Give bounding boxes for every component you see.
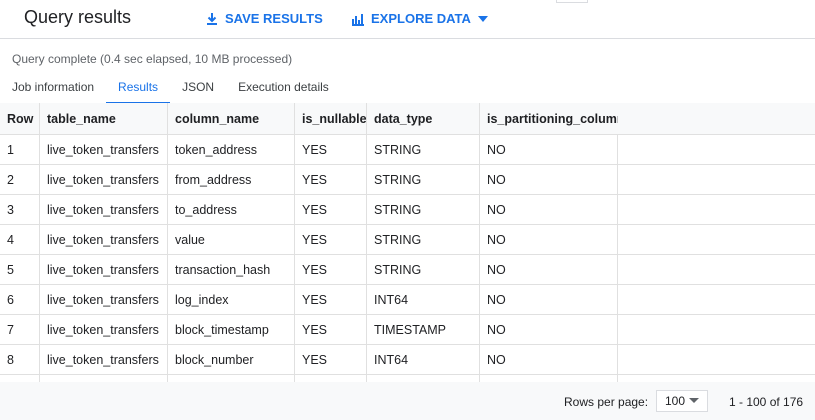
select-value: 100 [665, 394, 686, 408]
table-cell: 6 [0, 285, 40, 314]
table-cell: live_token_transfers [40, 135, 168, 164]
column-header[interactable]: data_type [367, 103, 480, 134]
divider [0, 38, 815, 39]
results-table: Row table_name column_name is_nullable data_… [0, 103, 815, 382]
table-cell: YES [295, 285, 367, 314]
tab[interactable]: JSON [182, 80, 215, 94]
table-row: 5 live_token_transfers transaction_hash YES… [0, 255, 815, 285]
table-cell: NO [480, 375, 618, 382]
table-cell: NO [480, 135, 618, 164]
column-header[interactable]: column_name [168, 103, 295, 134]
column-header[interactable]: is_nullable [295, 103, 367, 134]
rows-per-page-select[interactable]: 100 [656, 390, 708, 412]
table-cell: 8 [0, 345, 40, 374]
table-cell: from_address [168, 165, 295, 194]
table-cell: live_token_transfers [40, 195, 168, 224]
table-cell: NO [480, 345, 618, 374]
column-header[interactable]: is_partitioning_column [487, 111, 618, 126]
table-cell: live_token_transfers [40, 345, 168, 374]
table-cell: YES [295, 225, 367, 254]
tab[interactable]: Execution details [238, 80, 329, 94]
select-arrow [689, 398, 699, 403]
status-text: Query complete (0.4 sec elapsed, 10 MB p… [12, 52, 293, 66]
table-cell: TIMESTAMP [367, 315, 480, 344]
table-cell: block_timestamp [168, 315, 295, 344]
table-cell: YES [295, 195, 367, 224]
table-row: 3 live_token_transfers to_address YES STRING… [0, 195, 815, 225]
tab[interactable]: Job information [12, 80, 95, 94]
table-cell: log_index [168, 285, 295, 314]
table-cell: 4 [0, 225, 40, 254]
table-cell: 5 [0, 255, 40, 284]
table-cell: STRING [367, 375, 480, 382]
table-cell: NO [480, 285, 618, 314]
table-cell: 9 [0, 375, 40, 382]
table-cell: STRING [367, 165, 480, 194]
table-cell: STRING [367, 195, 480, 224]
table-cell: YES [295, 315, 367, 344]
save-results-button[interactable]: SAVE RESULTS [205, 11, 323, 26]
rows-per-page-label: Rows per page: [564, 395, 649, 409]
explore-data-button[interactable]: EXPLORE DATA [351, 11, 489, 26]
table-cell: 3 [0, 195, 40, 224]
table-cell: live_token_transfers [40, 315, 168, 344]
table-row: 4 live_token_transfers value YES STRING NO [0, 225, 815, 255]
tab-bar: Job information Results JSON Execution deta… [0, 78, 341, 104]
table-row: 7 live_token_transfers block_timestamp YES T… [0, 315, 815, 345]
table-row: 9live_token_transfersblock_hashYESSTRING… [0, 375, 815, 382]
table-cell: live_token_transfers [40, 165, 168, 194]
table-cell: to_address [168, 195, 295, 224]
column-header[interactable]: table_name [40, 103, 168, 134]
toolbar-edge [556, 0, 588, 3]
table-cell: 7 [0, 315, 40, 344]
dropdown-arrow [477, 15, 488, 22]
table-cell: STRING [367, 255, 480, 284]
table-cell: 1 [0, 135, 40, 164]
download-icon [207, 12, 217, 25]
table-cell: block_number [168, 345, 295, 374]
column-header[interactable]: Row [0, 103, 40, 134]
table-cell: YES [295, 165, 367, 194]
table-row: 6 live_token_transfers log_index YES INT64 NO [0, 285, 815, 315]
tab[interactable]: Results [106, 78, 171, 104]
table-row: 8 live_token_transfers block_number YES INT6… [0, 345, 815, 375]
table-cell: value [168, 225, 295, 254]
button-label: SAVE RESULTS [225, 11, 323, 26]
table-cell: YES [295, 345, 367, 374]
table-cell: transaction_hash [168, 255, 295, 284]
table-cell: INT64 [367, 285, 480, 314]
table-cell: 2 [0, 165, 40, 194]
table-cell: NO [480, 255, 618, 284]
table-cell: STRING [367, 135, 480, 164]
table-cell: live_token_transfers [40, 375, 168, 382]
chart-icon [352, 13, 364, 26]
table-cell: YES [295, 375, 367, 382]
table-cell: live_token_transfers [40, 225, 168, 254]
header-row: Row table_name column_name is_nullable data_… [0, 103, 815, 135]
button-label: EXPLORE DATA [371, 11, 471, 26]
table-cell: YES [295, 255, 367, 284]
table-cell: NO [480, 195, 618, 224]
table-cell: live_token_transfers [40, 285, 168, 314]
table-cell: NO [480, 165, 618, 194]
table-cell: block_hash [168, 375, 295, 382]
table-cell: YES [295, 135, 367, 164]
table-cell: NO [480, 225, 618, 254]
page-range: 1 - 100 of 176 [729, 395, 804, 409]
table-cell: token_address [168, 135, 295, 164]
table-cell: INT64 [367, 345, 480, 374]
table-row: 1 live_token_transfers token_address YES STR… [0, 135, 815, 165]
table-row: 2 live_token_transfers from_address YES STRI… [0, 165, 815, 195]
panel-title: Query results [24, 7, 132, 27]
table-cell: NO [480, 315, 618, 344]
table-cell: STRING [367, 225, 480, 254]
table-cell: live_token_transfers [40, 255, 168, 284]
